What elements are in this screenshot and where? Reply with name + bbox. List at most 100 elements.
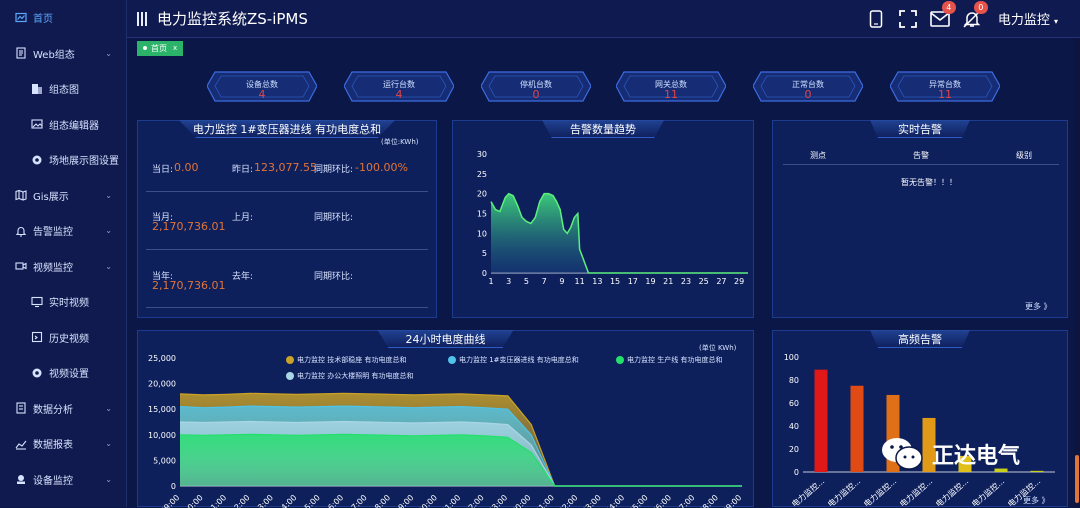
stat-label: 正常台数 (792, 80, 824, 89)
x-tick-label: 04:00 (604, 493, 627, 508)
stat-card: 正常台数 0 (753, 70, 863, 103)
history-icon (30, 330, 44, 344)
legend-item[interactable]: 电力监控 办公大楼照明 有功电度总和 (286, 371, 413, 381)
legend-dot-icon (616, 356, 624, 364)
yoy-label-day: 同期环比: (314, 165, 354, 175)
sidebar-item[interactable]: 视频设置 (0, 355, 126, 391)
sidebar-item-label: 实时视频 (49, 298, 89, 310)
y-tick-label: 15,000 (148, 405, 176, 414)
sidebar-item[interactable]: 数据报表 ⌄ (0, 426, 126, 462)
y-tick-label: 30 (477, 150, 487, 159)
x-tick-label: 电力监控... (897, 476, 934, 508)
bar[interactable] (1030, 470, 1044, 472)
x-tick-label: 25 (699, 277, 709, 286)
alarm-trend-panel: 告警数量趋势 0 5 10 15 20 25 30 1 3 5 7 9 11 13 15 17 19 21 23 25… (452, 120, 754, 318)
y-tick-label: 10 (477, 229, 487, 238)
legend-item[interactable]: 电力监控 生产线 有功电度总和 (616, 355, 722, 365)
x-tick-label: 19 (645, 277, 655, 286)
curve-area (180, 434, 742, 486)
last-month-label: 上月: (232, 213, 254, 223)
phone-icon[interactable] (866, 9, 886, 29)
y-tick-label: 60 (789, 399, 799, 408)
stat-value: 11 (938, 88, 952, 101)
yoy-label-month: 同期环比: (314, 213, 354, 223)
stat-label: 网关总数 (655, 80, 687, 89)
sidebar-item[interactable]: 告警监控 ⌄ (0, 213, 126, 249)
legend-item[interactable]: 电力监控 技术部稳座 有功电度总和 (286, 355, 406, 365)
report-icon (14, 437, 28, 451)
y-tick-label: 0 (171, 482, 176, 491)
x-tick-label: 5 (524, 277, 529, 286)
x-tick-label: 23 (681, 277, 691, 286)
sidebar-item[interactable]: 组态图 (0, 71, 126, 107)
alert-badge: 0 (973, 0, 988, 14)
more-link[interactable]: 更多 》 (1023, 496, 1050, 505)
stat-value: 11 (664, 88, 678, 101)
bar[interactable] (958, 455, 972, 472)
close-icon[interactable]: x (173, 44, 178, 52)
scrollbar[interactable] (1074, 38, 1080, 507)
sidebar-item[interactable]: 视频监控 ⌄ (0, 249, 126, 285)
chevron-down-icon: ⌄ (105, 261, 112, 271)
mail-icon[interactable]: 4 (930, 0, 956, 29)
stat-value: 0 (532, 88, 540, 101)
high-freq-alarm-panel: 高频告警 0 20 40 60 80 100 电力监控... 电力监控... 电力监控... 电力… (772, 330, 1068, 508)
map-icon (14, 188, 28, 202)
bar[interactable] (850, 385, 864, 472)
chart-icon (14, 11, 28, 25)
x-tick-label: 11 (575, 277, 585, 286)
x-tick-label: 09:00 (721, 493, 744, 508)
chevron-down-icon: ⌄ (105, 474, 112, 484)
sidebar-item-label: 设备监控 (33, 475, 73, 487)
sidebar-item[interactable]: 历史视频 (0, 320, 126, 356)
x-tick-label: 15:00 (299, 493, 322, 508)
y-tick-label: 40 (789, 422, 799, 431)
realtime-alarm-title: 实时告警 (870, 120, 970, 138)
chevron-down-icon: ⌄ (105, 439, 112, 449)
col-level: 级别 (1016, 151, 1032, 160)
chevron-down-icon: ⌄ (105, 226, 112, 236)
legend-item[interactable]: 电力监控 1#变压器进线 有功电度总和 (448, 355, 579, 365)
scrollbar-thumb[interactable] (1075, 455, 1079, 503)
x-tick-label: 09:00 (159, 493, 182, 508)
stat-value: 4 (258, 88, 266, 101)
power-curve-unit: (单位 KWh) (699, 344, 737, 352)
sidebar-item[interactable]: Web组态 ⌄ (0, 36, 126, 72)
x-tick-label: 11:00 (206, 493, 229, 508)
trend-line (490, 192, 748, 274)
more-link[interactable]: 更多 》 (1025, 302, 1052, 311)
bell-mute-icon[interactable]: 0 (962, 0, 988, 29)
tab-home[interactable]: 首页 x (137, 40, 184, 56)
x-tick-label: 10:00 (182, 493, 205, 508)
legend-label: 电力监控 生产线 有功电度总和 (627, 356, 723, 364)
sidebar-item-label: Web组态 (33, 49, 75, 61)
sidebar-item-label: 数据报表 (33, 440, 73, 452)
sidebar-item[interactable]: Gis展示 ⌄ (0, 178, 126, 214)
sidebar-item[interactable]: 场地展示图设置 (0, 142, 126, 178)
x-tick-label: 15 (610, 277, 620, 286)
legend-dot-icon (286, 356, 294, 364)
sidebar-item[interactable]: 数据分析 ⌄ (0, 391, 126, 427)
building-icon (30, 82, 44, 96)
sidebar-item-label: 历史视频 (49, 333, 89, 345)
stat-label: 异常台数 (929, 80, 961, 89)
bar[interactable] (922, 417, 936, 472)
x-tick-label: 18:00 (369, 493, 392, 508)
y-tick-label: 5,000 (153, 456, 176, 465)
fullscreen-icon[interactable] (898, 9, 918, 29)
app-title: 电力监控系统ZS-iPMS (157, 10, 308, 28)
x-tick-label: 17 (628, 277, 638, 286)
sidebar-item[interactable]: 实时视频 (0, 284, 126, 320)
stat-card: 停机台数 0 (481, 70, 591, 103)
sidebar-item[interactable]: 设备监控 ⌄ (0, 462, 126, 498)
bar[interactable] (994, 468, 1008, 472)
x-tick-label: 06:00 (650, 493, 673, 508)
user-menu[interactable]: 电力监控 ▾ (998, 9, 1058, 28)
bar[interactable] (814, 369, 828, 472)
x-tick-label: 9 (559, 277, 564, 286)
sidebar-item[interactable]: 首页 (0, 0, 126, 36)
hamburger-icon[interactable] (137, 11, 149, 26)
stat-value: 0 (804, 88, 812, 101)
sidebar-item[interactable]: 组态编辑器 (0, 107, 126, 143)
